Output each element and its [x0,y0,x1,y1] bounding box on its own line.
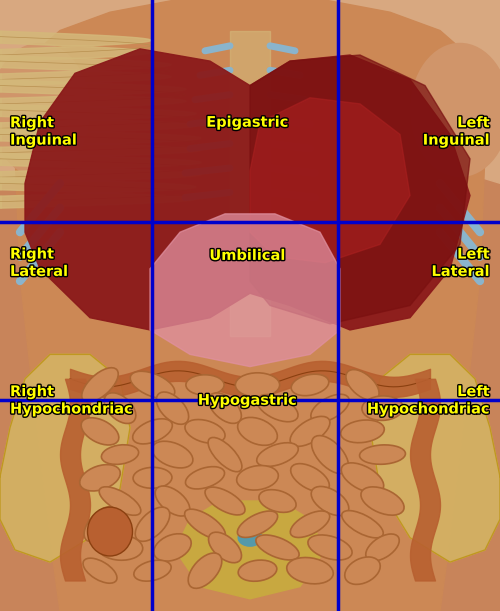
Ellipse shape [236,466,279,490]
Ellipse shape [287,557,333,584]
Ellipse shape [134,560,171,581]
Ellipse shape [342,511,384,538]
Ellipse shape [185,420,225,443]
Ellipse shape [188,553,222,588]
Ellipse shape [361,487,404,515]
Ellipse shape [186,375,224,395]
Ellipse shape [238,511,278,538]
Ellipse shape [366,534,400,561]
Ellipse shape [88,507,132,556]
Ellipse shape [238,417,278,445]
Ellipse shape [259,489,296,513]
Ellipse shape [256,443,298,466]
Ellipse shape [290,464,330,492]
Ellipse shape [0,43,90,177]
Polygon shape [15,0,485,611]
Polygon shape [250,55,470,324]
Text: Left
Inguinal: Left Inguinal [423,115,490,148]
Ellipse shape [238,529,262,547]
Polygon shape [150,214,340,367]
Text: Epigastric: Epigastric [206,115,289,130]
Ellipse shape [311,394,349,422]
Ellipse shape [342,463,384,492]
Polygon shape [175,501,325,599]
Ellipse shape [184,509,226,540]
Ellipse shape [205,487,245,515]
Ellipse shape [236,373,280,397]
Text: Right
Hypochondriac: Right Hypochondriac [10,384,133,417]
Ellipse shape [256,535,299,560]
Polygon shape [25,49,470,330]
Text: Hypogastric: Hypogastric [198,393,297,408]
Ellipse shape [99,487,141,515]
Text: Left
Hypochondriac: Left Hypochondriac [367,384,490,417]
Ellipse shape [82,368,118,402]
Ellipse shape [83,558,117,583]
Ellipse shape [133,467,172,488]
Ellipse shape [98,535,142,560]
Text: Umbilical: Umbilical [210,248,286,263]
Ellipse shape [238,560,277,581]
Text: Left
Lateral: Left Lateral [432,246,490,279]
Ellipse shape [155,486,190,516]
Ellipse shape [81,418,119,445]
Ellipse shape [290,417,330,446]
Ellipse shape [362,396,403,420]
Ellipse shape [311,486,349,516]
Ellipse shape [186,467,224,489]
Polygon shape [230,31,270,336]
Ellipse shape [102,445,138,464]
Polygon shape [370,354,500,562]
Ellipse shape [312,436,348,474]
Ellipse shape [80,464,120,491]
Polygon shape [0,0,500,183]
Ellipse shape [290,511,330,538]
Ellipse shape [154,534,191,561]
Ellipse shape [410,43,500,177]
Ellipse shape [152,441,193,468]
Ellipse shape [308,535,352,560]
Ellipse shape [257,395,298,422]
Ellipse shape [156,392,188,424]
Ellipse shape [132,419,172,444]
Ellipse shape [130,371,175,398]
Ellipse shape [208,532,242,563]
Ellipse shape [346,370,379,400]
Polygon shape [250,98,410,263]
Ellipse shape [340,420,384,443]
Text: Right
Lateral: Right Lateral [10,246,68,279]
Ellipse shape [345,557,380,584]
Ellipse shape [135,507,170,541]
Polygon shape [0,354,130,562]
Ellipse shape [360,445,406,464]
Ellipse shape [104,393,136,423]
Ellipse shape [291,374,329,396]
Text: Right
Inguinal: Right Inguinal [10,115,77,148]
Ellipse shape [84,507,116,541]
Ellipse shape [208,437,242,472]
Ellipse shape [208,393,242,423]
